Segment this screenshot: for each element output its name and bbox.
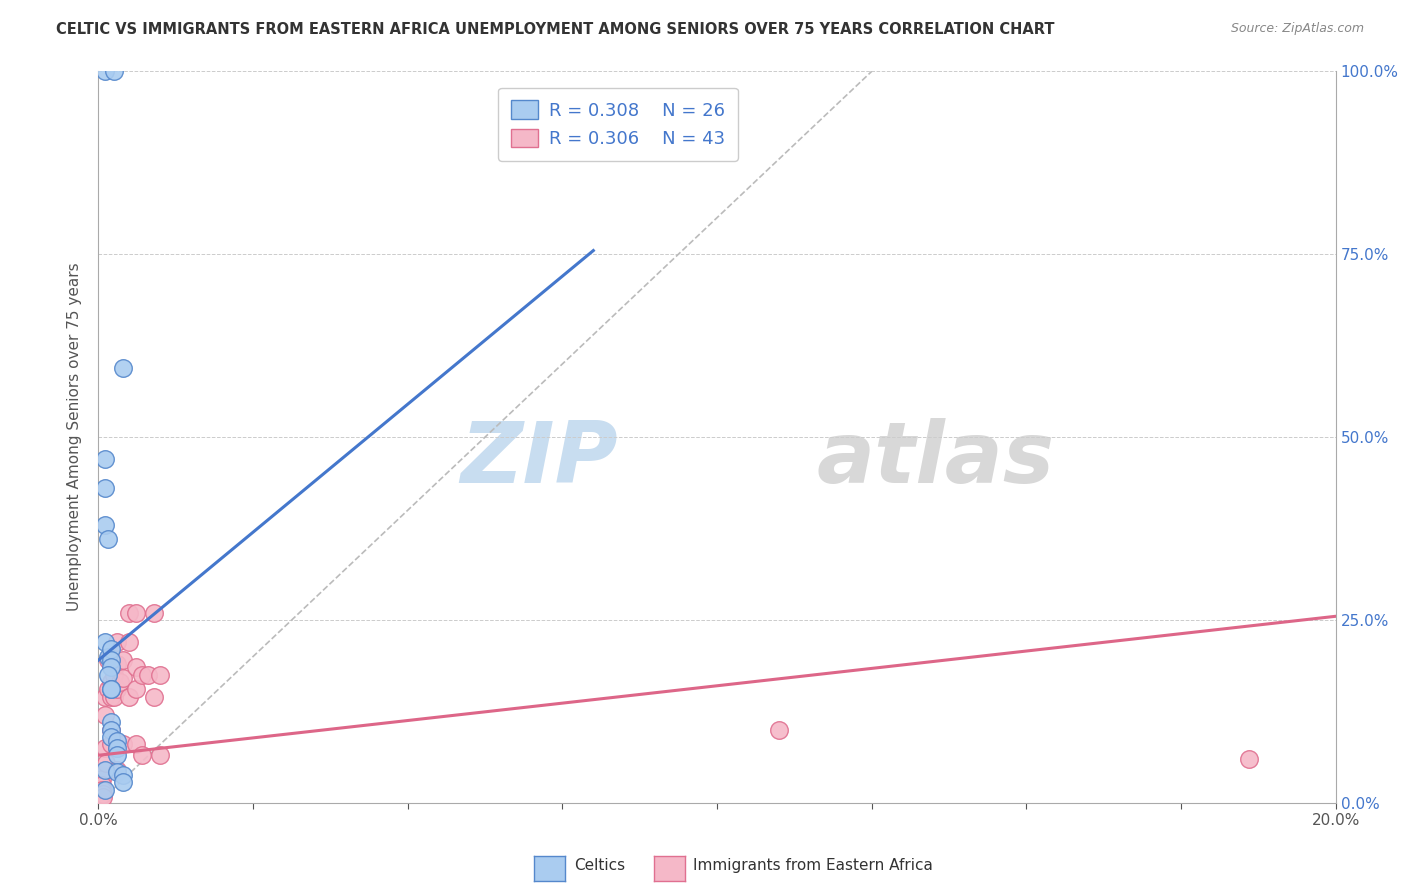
Point	[100, 682, 122, 697]
Point	[105, 765, 128, 780]
Point	[100, 730, 122, 744]
Point	[93, 635, 115, 649]
Point	[118, 635, 141, 649]
Point	[100, 642, 122, 657]
Point	[100, 723, 122, 737]
Point	[93, 481, 115, 495]
Point	[103, 690, 125, 704]
Point	[124, 682, 146, 697]
Point	[100, 682, 122, 697]
Point	[93, 763, 115, 777]
Point	[118, 690, 141, 704]
Point	[94, 756, 117, 770]
Point	[93, 740, 115, 755]
Point	[149, 667, 172, 681]
Point	[103, 64, 125, 78]
Point	[108, 675, 131, 690]
Point	[100, 737, 122, 751]
Point	[91, 782, 114, 797]
Point	[112, 737, 135, 751]
Point	[100, 675, 122, 690]
Point	[93, 517, 115, 532]
Point	[100, 723, 122, 737]
Point	[768, 723, 790, 737]
Point	[90, 768, 112, 782]
Point	[124, 737, 146, 751]
Point	[105, 748, 128, 763]
Point	[97, 649, 120, 664]
Text: atlas: atlas	[815, 417, 1054, 500]
Text: Immigrants from Eastern Africa: Immigrants from Eastern Africa	[693, 858, 934, 872]
Point	[112, 775, 135, 789]
Y-axis label: Unemployment Among Seniors over 75 years: Unemployment Among Seniors over 75 years	[67, 263, 83, 611]
Point	[143, 690, 166, 704]
Point	[97, 682, 120, 697]
Point	[131, 748, 153, 763]
Point	[124, 660, 146, 674]
Point	[105, 657, 128, 671]
Point	[97, 653, 120, 667]
Point	[112, 672, 135, 686]
Point	[112, 653, 135, 667]
Point	[90, 772, 112, 786]
Legend: R = 0.308    N = 26, R = 0.306    N = 43: R = 0.308 N = 26, R = 0.306 N = 43	[498, 87, 738, 161]
Point	[131, 667, 153, 681]
Point	[105, 740, 128, 755]
Point	[91, 787, 114, 801]
Point	[105, 682, 128, 697]
Point	[93, 64, 115, 78]
Point	[100, 653, 122, 667]
Point	[97, 533, 120, 547]
Point	[93, 452, 115, 467]
Text: ZIP: ZIP	[460, 417, 619, 500]
Point	[105, 740, 128, 755]
Point	[100, 715, 122, 730]
Point	[90, 777, 112, 792]
Text: Celtics: Celtics	[574, 858, 624, 872]
Point	[93, 708, 115, 723]
Point	[103, 667, 125, 681]
Point	[93, 782, 115, 797]
Point	[1237, 752, 1260, 766]
Point	[105, 635, 128, 649]
Point	[143, 606, 166, 620]
Point	[100, 660, 122, 674]
Point	[105, 763, 128, 777]
Point	[105, 733, 128, 747]
Point	[112, 360, 135, 375]
Point	[118, 606, 141, 620]
Point	[93, 690, 115, 704]
Text: CELTIC VS IMMIGRANTS FROM EASTERN AFRICA UNEMPLOYMENT AMONG SENIORS OVER 75 YEAR: CELTIC VS IMMIGRANTS FROM EASTERN AFRICA…	[56, 22, 1054, 37]
Point	[112, 768, 135, 782]
Text: Source: ZipAtlas.com: Source: ZipAtlas.com	[1230, 22, 1364, 36]
Point	[136, 667, 159, 681]
Point	[100, 690, 122, 704]
Point	[93, 789, 115, 804]
Point	[124, 606, 146, 620]
Point	[149, 748, 172, 763]
Point	[97, 667, 120, 681]
